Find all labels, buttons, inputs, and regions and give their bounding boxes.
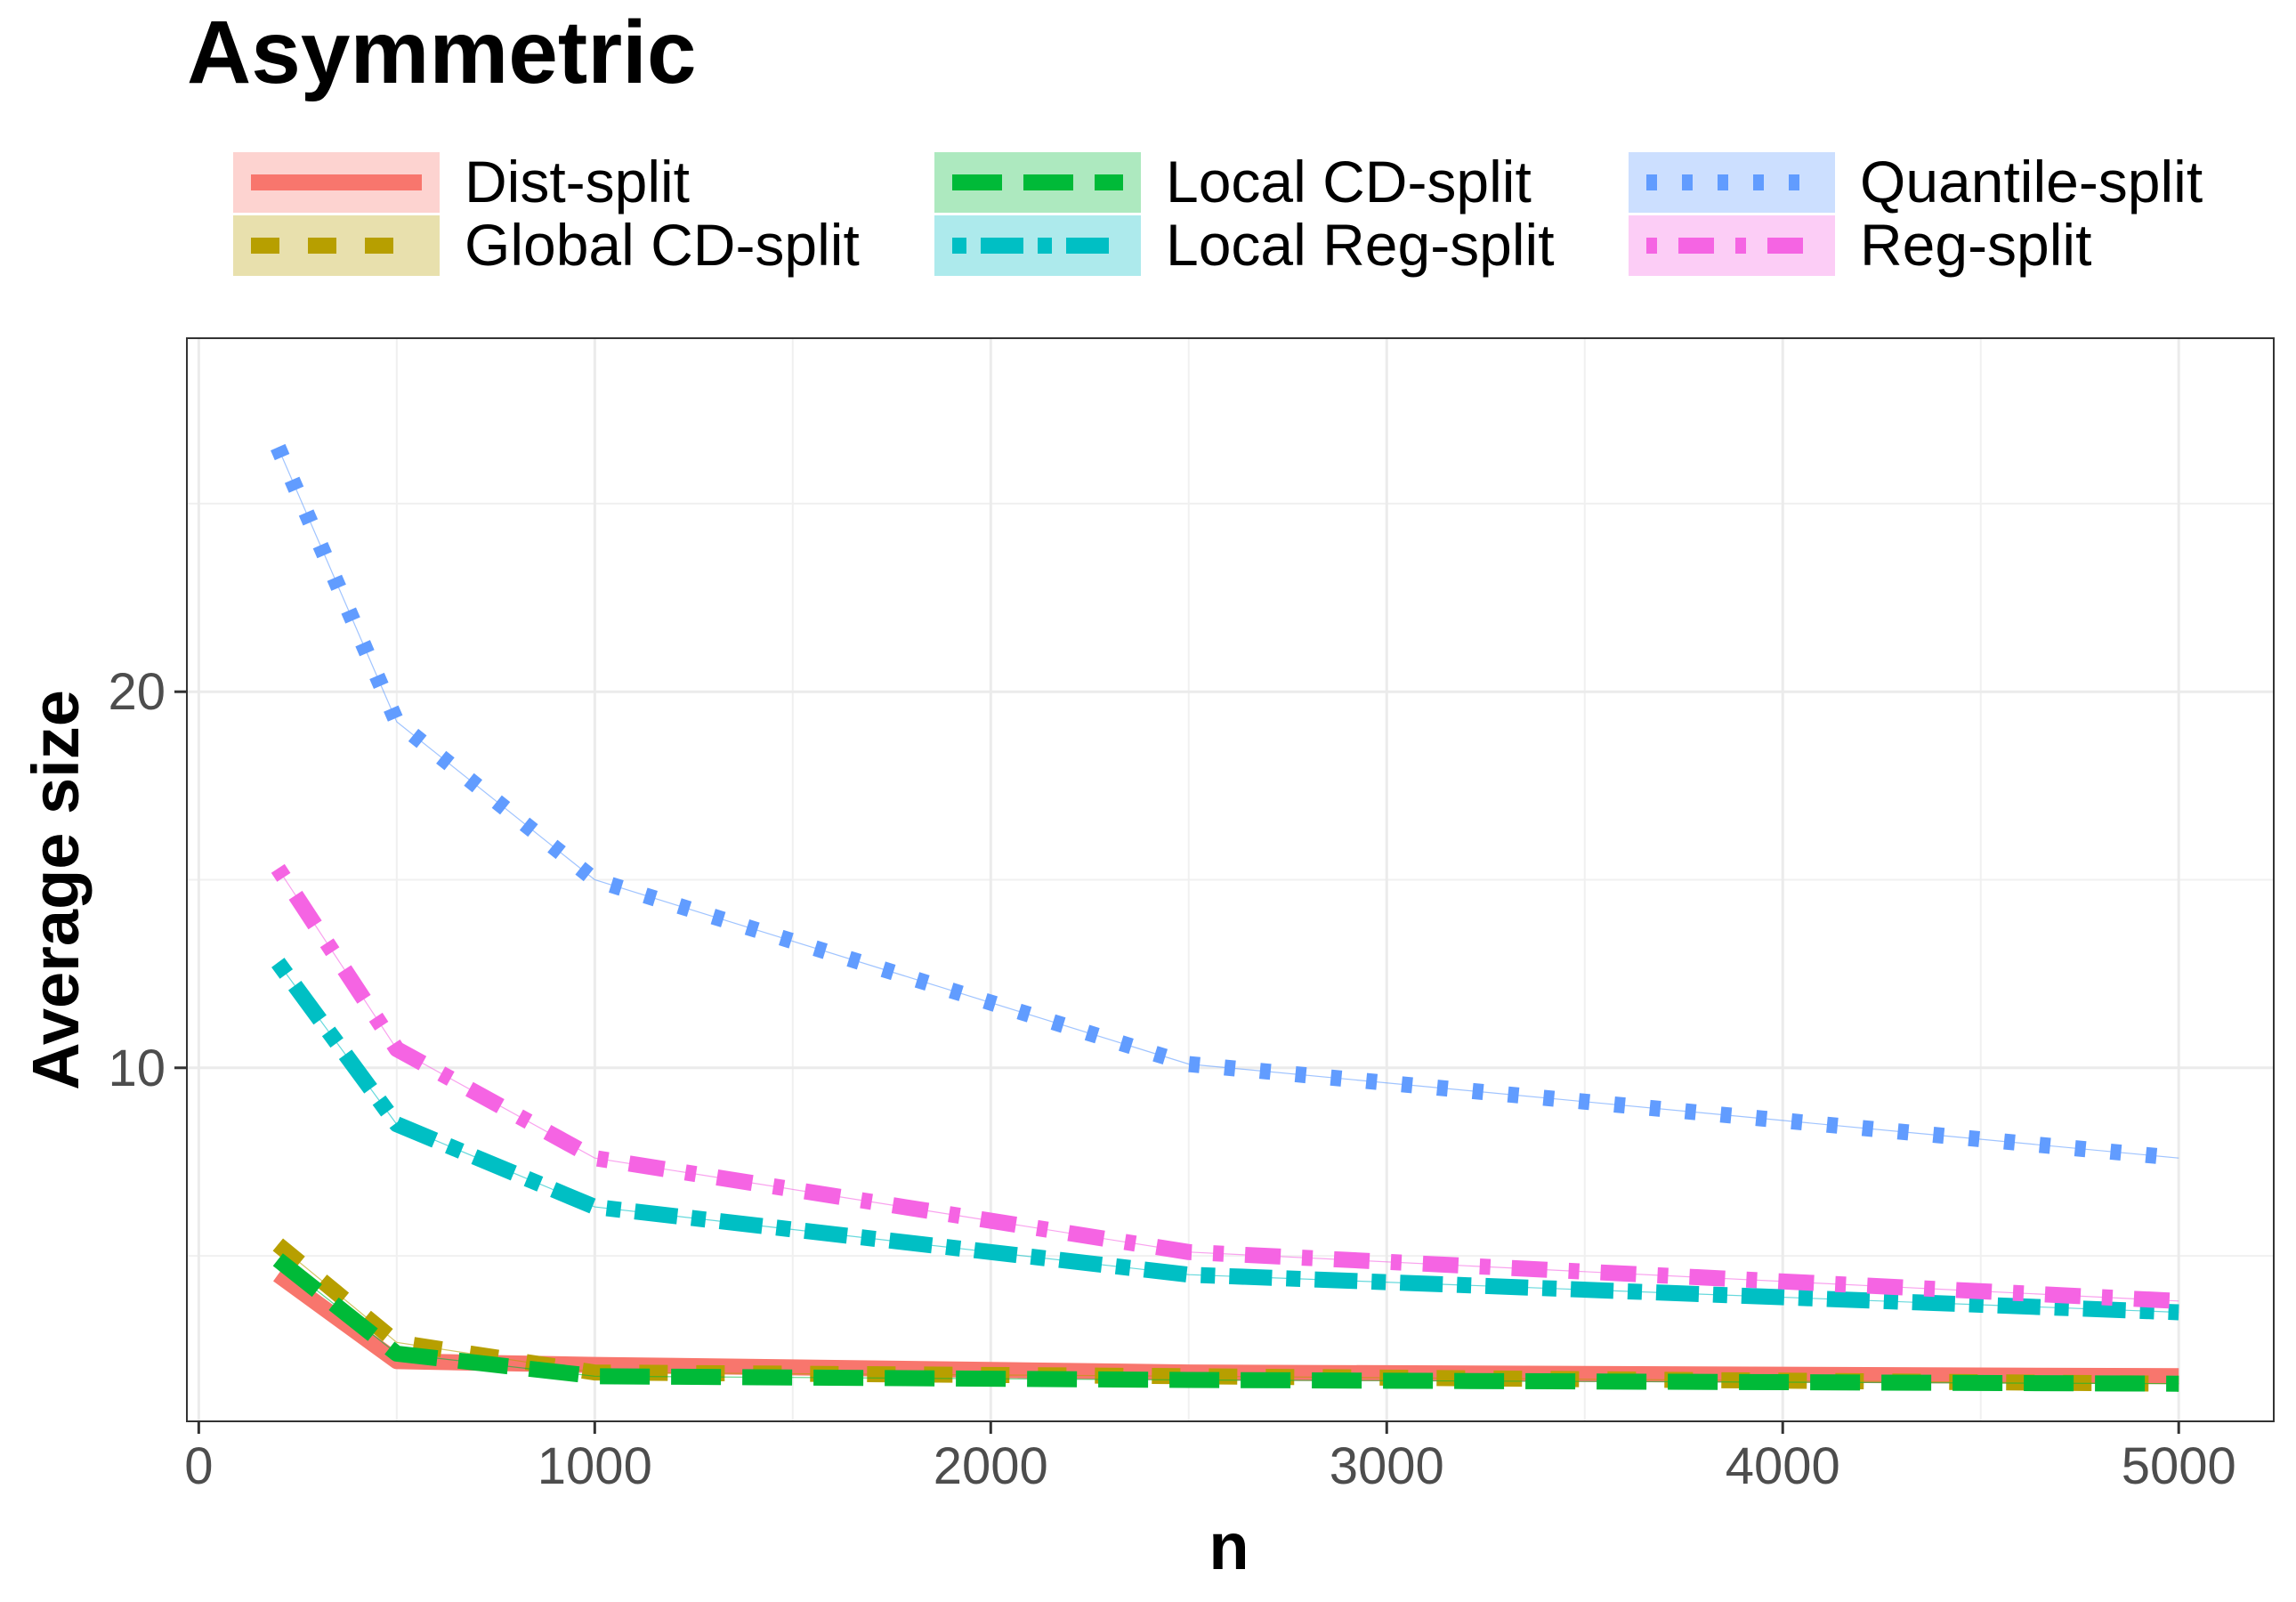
x-tick-label: 3000 — [1330, 1437, 1444, 1495]
series-line — [271, 863, 2179, 1309]
chart-title: Asymmetric — [187, 3, 697, 102]
legend-label: Local CD-split — [1166, 149, 1532, 214]
series-line — [272, 1253, 2179, 1392]
y-tick-label: 20 — [108, 663, 166, 721]
series-global-cd-split — [272, 1238, 2179, 1392]
x-tick-label: 2000 — [934, 1437, 1048, 1495]
legend-item: Quantile-split — [1629, 149, 2203, 214]
series-local-cd-split — [272, 1253, 2179, 1392]
series-quantile-split — [271, 443, 2180, 1167]
x-tick-label: 0 — [184, 1437, 213, 1495]
panel-border — [186, 337, 2275, 1422]
x-tick-label: 4000 — [1726, 1437, 1840, 1495]
series-local-reg-split — [271, 958, 2179, 1321]
legend-label: Quantile-split — [1860, 149, 2203, 214]
x-tick-label: 1000 — [538, 1437, 652, 1495]
series-line — [272, 1238, 2179, 1392]
legend-item: Dist-split — [233, 149, 690, 214]
legend-item: Local Reg-split — [934, 212, 1555, 278]
legend-label: Reg-split — [1860, 212, 2091, 278]
legend-label: Local Reg-split — [1166, 212, 1555, 278]
series-layer — [271, 443, 2180, 1392]
y-axis-title: Average size — [19, 690, 93, 1090]
legend-item: Global CD-split — [233, 212, 860, 278]
legend-item: Reg-split — [1629, 212, 2091, 278]
series-reg-split — [271, 863, 2179, 1309]
axes: 0 1000 2000 3000 4000 5000 10 20 — [108, 663, 2235, 1495]
legend-item: Local CD-split — [934, 149, 1532, 214]
y-tick-label: 10 — [108, 1040, 166, 1097]
x-axis-title: n — [1209, 1509, 1249, 1583]
legend-label: Dist-split — [465, 149, 690, 214]
legend-key-fill — [1629, 152, 1835, 213]
legend-key-fill — [1629, 215, 1835, 276]
series-thin-line — [277, 447, 2179, 1159]
x-tick-label: 5000 — [2122, 1437, 2236, 1495]
legend-label: Global CD-split — [465, 212, 860, 278]
grid — [187, 338, 2274, 1421]
series-line — [271, 958, 2179, 1321]
